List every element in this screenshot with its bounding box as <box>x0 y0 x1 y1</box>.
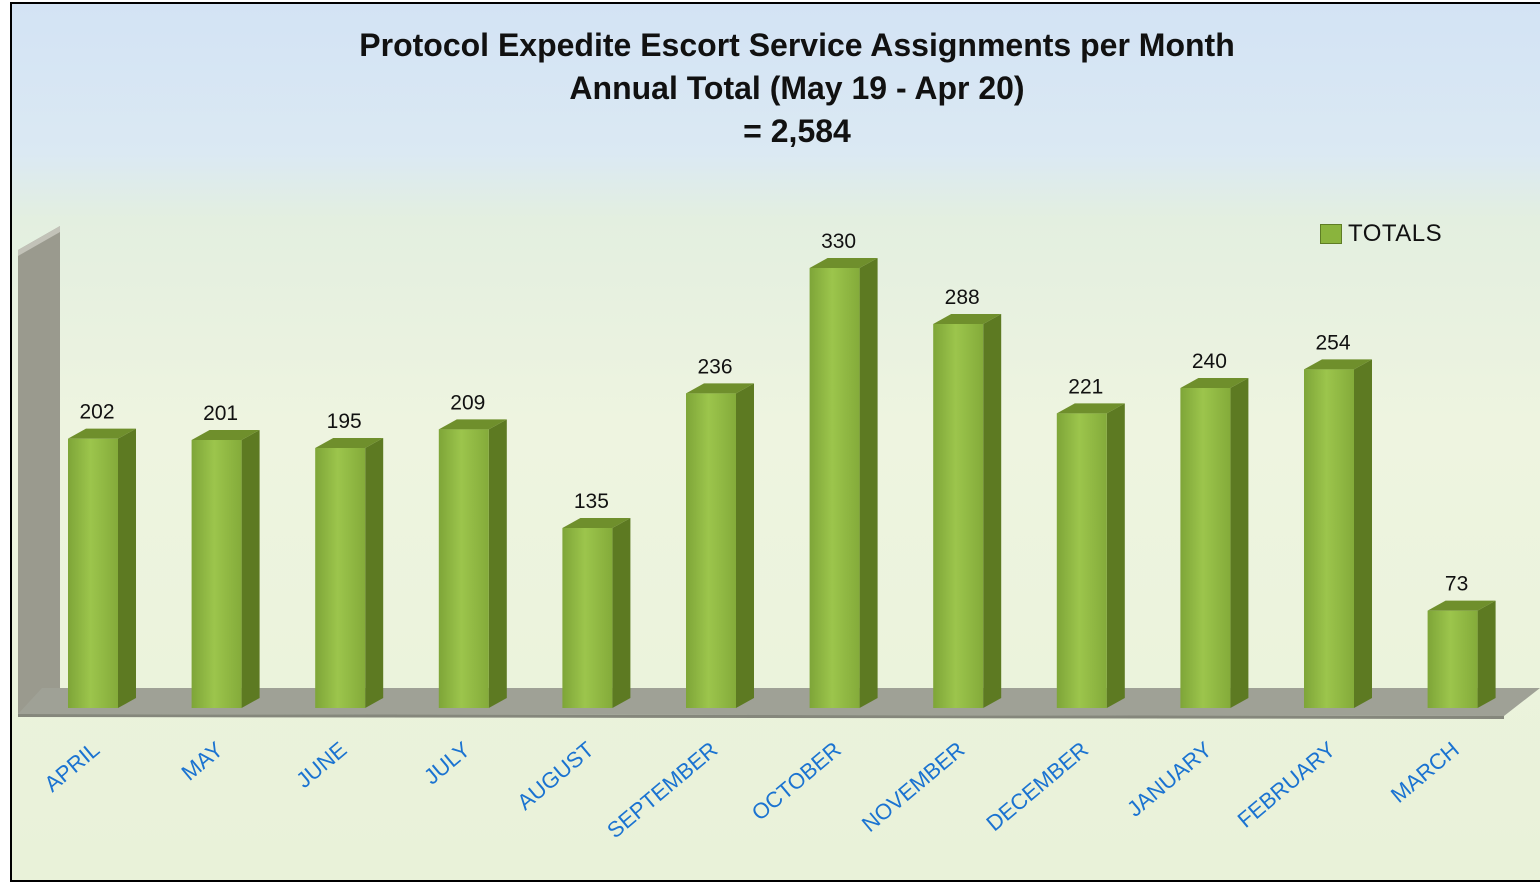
bar-top <box>191 430 260 440</box>
legend-swatch <box>1320 224 1342 244</box>
bar-front <box>68 438 118 708</box>
bar-august <box>562 518 631 708</box>
bar-side <box>1354 359 1372 708</box>
bar-may <box>191 430 260 708</box>
bar-top <box>1056 403 1125 414</box>
chart-side-wall <box>18 226 60 714</box>
bar-front <box>1304 369 1354 708</box>
chart-bars <box>68 258 1496 708</box>
category-label-april: APRIL <box>39 737 104 797</box>
category-label-october: OCTOBER <box>747 737 846 826</box>
bar-september <box>686 383 754 708</box>
bar-top <box>562 518 631 528</box>
bar-top <box>1180 378 1249 388</box>
bar-front <box>191 440 242 708</box>
data-label-february: 254 <box>1315 331 1350 354</box>
chart-data-labels: 202 201 195 209 135 236 330 288 221 240 254 73 <box>79 230 1468 596</box>
bar-february <box>1304 359 1372 708</box>
bar-front <box>933 324 984 708</box>
bar-front <box>809 268 860 708</box>
bar-side <box>488 419 507 708</box>
data-label-april: 202 <box>79 401 114 424</box>
data-label-december: 221 <box>1068 375 1103 398</box>
bar-june <box>315 438 384 708</box>
bar-top <box>809 258 878 268</box>
chart-frame: Protocol Expedite Escort Service Assignm… <box>10 2 1540 882</box>
data-label-october: 330 <box>821 230 856 253</box>
data-label-january: 240 <box>1192 350 1227 373</box>
bar-december <box>1056 403 1125 708</box>
data-label-june: 195 <box>327 410 362 433</box>
data-label-may: 201 <box>203 402 238 425</box>
category-label-september: SEPTEMBER <box>602 737 722 843</box>
chart-plot: 202 201 195 209 135 236 330 288 221 240 254 73 APRI… <box>18 226 1540 843</box>
data-label-november: 288 <box>945 286 980 309</box>
bar-side <box>612 518 631 708</box>
bar-october <box>809 258 878 708</box>
data-label-august: 135 <box>574 490 609 513</box>
legend: TOTALS <box>1320 220 1442 248</box>
chart-floor-edge <box>18 714 1504 719</box>
chart-subtitle: Annual Total (May 19 - Apr 20) <box>569 70 1025 106</box>
bar-front <box>1180 388 1231 708</box>
chart-axes <box>18 226 1540 719</box>
bar-side <box>365 438 384 708</box>
bar-side <box>736 383 754 708</box>
category-label-august: AUGUST <box>512 737 598 815</box>
bar-front <box>686 393 736 708</box>
bar-top <box>686 383 754 394</box>
category-label-february: FEBRUARY <box>1233 736 1341 832</box>
chart-title: Protocol Expedite Escort Service Assignm… <box>359 27 1235 63</box>
bar-march <box>1427 600 1496 708</box>
bar-side <box>1230 378 1249 708</box>
bar-top <box>438 419 507 430</box>
bar-top <box>1304 359 1372 370</box>
bar-front <box>1056 413 1107 708</box>
data-label-september: 236 <box>697 355 732 378</box>
bar-side <box>118 428 136 708</box>
data-label-july: 209 <box>450 391 485 414</box>
legend-label-totals: TOTALS <box>1348 220 1443 247</box>
chart-side-wall-top <box>18 226 60 256</box>
bar-july <box>438 419 507 708</box>
category-label-january: JANUARY <box>1122 736 1217 821</box>
category-label-november: NOVEMBER <box>857 737 970 837</box>
bar-front <box>315 448 366 708</box>
category-label-june: JUNE <box>291 737 351 793</box>
bar-top <box>315 438 384 448</box>
chart-title-block: Protocol Expedite Escort Service Assignm… <box>12 24 1540 153</box>
bar-november <box>933 314 1002 708</box>
bar-side <box>859 258 878 708</box>
chart-floor <box>18 688 1540 716</box>
bar-top <box>68 428 136 439</box>
chart-category-labels: APRIL MAY JUNE JULY AUGUST SEPTEMBER OCTOBER NO… <box>39 736 1463 843</box>
bar-top <box>933 314 1002 324</box>
bar-top <box>1427 600 1496 611</box>
category-label-may: MAY <box>176 736 228 785</box>
category-label-march: MARCH <box>1386 737 1464 808</box>
bar-front <box>438 429 489 708</box>
bar-side <box>983 314 1002 708</box>
bar-front <box>562 528 613 708</box>
category-label-july: JULY <box>419 736 475 789</box>
bar-april <box>68 428 136 708</box>
data-label-march: 73 <box>1445 573 1468 596</box>
bar-front <box>1427 610 1478 708</box>
chart-total: = 2,584 <box>743 113 851 149</box>
category-label-december: DECEMBER <box>981 737 1093 836</box>
bar-january <box>1180 378 1249 708</box>
bar-side <box>241 430 260 708</box>
bar-side <box>1477 600 1496 708</box>
bar-side <box>1106 403 1125 708</box>
